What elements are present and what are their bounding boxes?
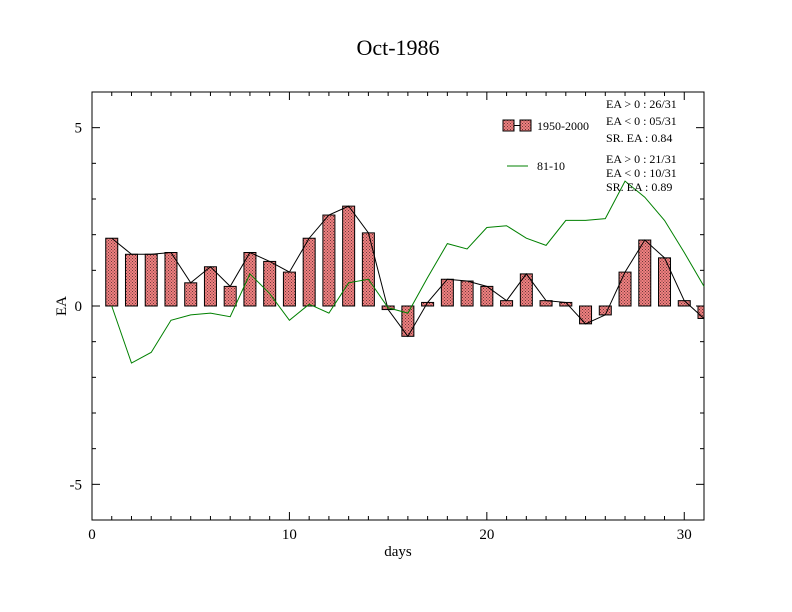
bar [144,253,158,307]
y-axis-label: EA [54,296,70,316]
bar [322,214,336,307]
bar [519,273,533,307]
y-tick-label: 0 [75,299,83,315]
stat-ea-positive-1950-2000: EA > 0 : 26/31 [606,97,677,111]
bar [460,280,474,307]
bar [658,257,672,307]
bar [302,237,316,307]
bar-series-connector-line [111,205,705,338]
bar [361,232,375,307]
x-axis-label: days [384,544,412,560]
bar [579,305,593,325]
x-tick-label: 10 [282,527,297,543]
legend-label-81-10: 81-10 [537,159,565,173]
x-tick-label: 0 [88,527,96,543]
legend: 1950-2000 81-10 EA > 0 : 26/31 EA < 0 : … [502,97,677,194]
bar [618,271,632,307]
bar [697,305,705,319]
bar [105,237,119,307]
x-tick-label: 30 [677,527,692,543]
bar [223,285,237,307]
y-tick-label: 5 [75,121,83,137]
bar [500,300,514,307]
bar [184,282,198,307]
bar [440,278,454,307]
y-axis: -5 0 5 [70,121,704,493]
bar [203,266,217,307]
bar [677,300,691,307]
bar [124,253,138,307]
bar [282,271,296,307]
stat-sr-ea-1950-2000: SR. EA : 0.84 [606,131,672,145]
stat-ea-negative-81-10: EA < 0 : 10/31 [606,166,677,180]
line-series-81-10 [111,180,705,364]
bar [342,205,356,307]
bar [164,252,178,307]
stat-ea-negative-1950-2000: EA < 0 : 05/31 [606,114,677,128]
stat-ea-positive-81-10: EA > 0 : 21/31 [606,152,677,166]
legend-label-1950-2000: 1950-2000 [537,119,589,133]
y-tick-label: -5 [70,477,83,493]
x-tick-label: 20 [479,527,494,543]
legend-swatch-bar-right [519,119,532,132]
legend-swatch-bar-left [502,119,515,132]
chart-title: Oct-1986 [356,35,439,60]
bar [401,305,415,337]
line-series-group [111,180,705,364]
bar-series-1950-2000 [105,205,705,338]
bar [638,239,652,307]
stat-sr-ea-81-10: SR. EA : 0.89 [606,180,672,194]
x-axis: 0 10 20 30 [88,92,705,543]
bar [598,305,612,316]
